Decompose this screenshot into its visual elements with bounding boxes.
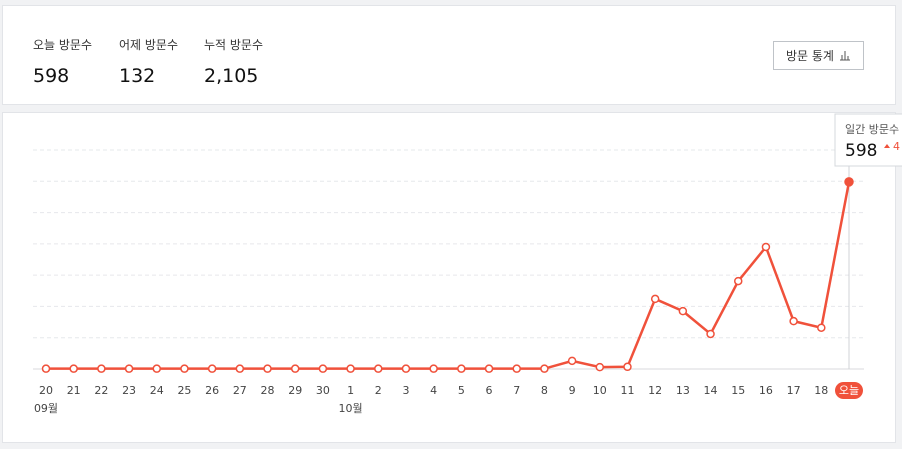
data-point (761, 242, 771, 252)
data-point (290, 364, 300, 373)
data-point (844, 177, 854, 187)
x-tick-label: 4 (430, 384, 437, 397)
x-tick-label: 12 (648, 384, 662, 397)
data-point (263, 364, 272, 373)
tooltip-value: 598 (845, 141, 877, 161)
x-tick-label: 26 (205, 384, 219, 397)
data-point (346, 364, 355, 373)
x-tick-label: 28 (261, 384, 275, 397)
chart-card (2, 112, 896, 443)
data-point (152, 364, 162, 373)
button-label: 방문 통계 (786, 49, 834, 63)
x-tick-label: 25 (177, 384, 191, 397)
stat: 오늘 방문수 598 (33, 36, 92, 87)
data-point (180, 364, 189, 373)
x-tick-label: 11 (620, 384, 634, 397)
tooltip-box (834, 113, 902, 167)
x-tick-label: 10 (593, 384, 607, 397)
x-tick-label: 24 (150, 384, 164, 397)
data-point (235, 364, 245, 373)
month-label: 10월 (339, 402, 363, 415)
data-point (318, 364, 328, 373)
tooltip: 일간 방문수 598 4 (834, 113, 902, 167)
data-point (706, 329, 715, 339)
up-arrow (884, 144, 890, 148)
stat-value: 132 (119, 65, 156, 87)
data-point (595, 362, 605, 372)
today-pill (835, 382, 863, 399)
x-tick-label: 30 (316, 384, 330, 397)
x-tick-label: 15 (731, 384, 745, 397)
data-point (429, 364, 438, 373)
data-point (401, 364, 411, 373)
x-tick-label: 1 (347, 384, 354, 397)
x-tick-label: 17 (787, 384, 801, 397)
stats-button[interactable]: 방문 통계 (773, 41, 864, 70)
x-tick-label: 오늘 (839, 384, 859, 397)
data-point (678, 306, 688, 316)
x-tick-label: 6 (486, 384, 493, 397)
stat-value: 2,105 (204, 65, 259, 87)
data-point (41, 364, 51, 373)
x-tick-label: 8 (541, 384, 548, 397)
stat-value: 598 (33, 65, 70, 87)
stat: 어제 방문수 132 (119, 36, 178, 87)
x-tick-label: 16 (759, 384, 773, 397)
x-tick-label: 29 (288, 384, 302, 397)
data-point (124, 364, 134, 373)
x-tick-label: 2 (375, 384, 382, 397)
x-tick-label: 20 (39, 384, 53, 397)
x-tick-label: 21 (67, 384, 81, 397)
data-point (733, 276, 743, 286)
chart-icon (839, 51, 850, 61)
stat-label: 오늘 방문수 (33, 38, 93, 52)
x-tick-label: 5 (458, 384, 465, 397)
month-label: 09월 (34, 402, 58, 415)
data-point (374, 364, 383, 373)
data-point (512, 364, 521, 373)
data-point (69, 364, 78, 373)
stats-card: 오늘 방문수 598 어제 방문수 132 누적 방문수 2,105 (2, 5, 896, 105)
stat-label: 어제 방문수 (119, 38, 179, 52)
data-point (207, 364, 217, 373)
tooltip-change: 4 (893, 140, 900, 153)
data-point (789, 316, 798, 326)
stat: 누적 방문수 2,105 (204, 36, 263, 87)
x-tick-label: 14 (704, 384, 718, 397)
x-tick-label: 9 (569, 384, 576, 397)
series-line (46, 181, 851, 370)
data-point (484, 364, 494, 373)
stat-label: 누적 방문수 (204, 38, 264, 52)
data-point (650, 294, 660, 304)
data-point (567, 356, 577, 366)
data-point (540, 364, 549, 373)
x-tick-label: 18 (814, 384, 828, 397)
tooltip-title: 일간 방문수 (845, 122, 899, 136)
data-point (817, 323, 826, 332)
data-point (457, 364, 466, 373)
x-tick-label: 7 (513, 384, 520, 397)
x-tick-label: 13 (676, 384, 690, 397)
data-point (97, 364, 106, 373)
x-tick-label: 3 (402, 384, 409, 397)
x-tick-label: 27 (233, 384, 247, 397)
x-tick-label: 22 (94, 384, 108, 397)
data-point (623, 362, 632, 372)
x-tick-label: 23 (122, 384, 136, 397)
